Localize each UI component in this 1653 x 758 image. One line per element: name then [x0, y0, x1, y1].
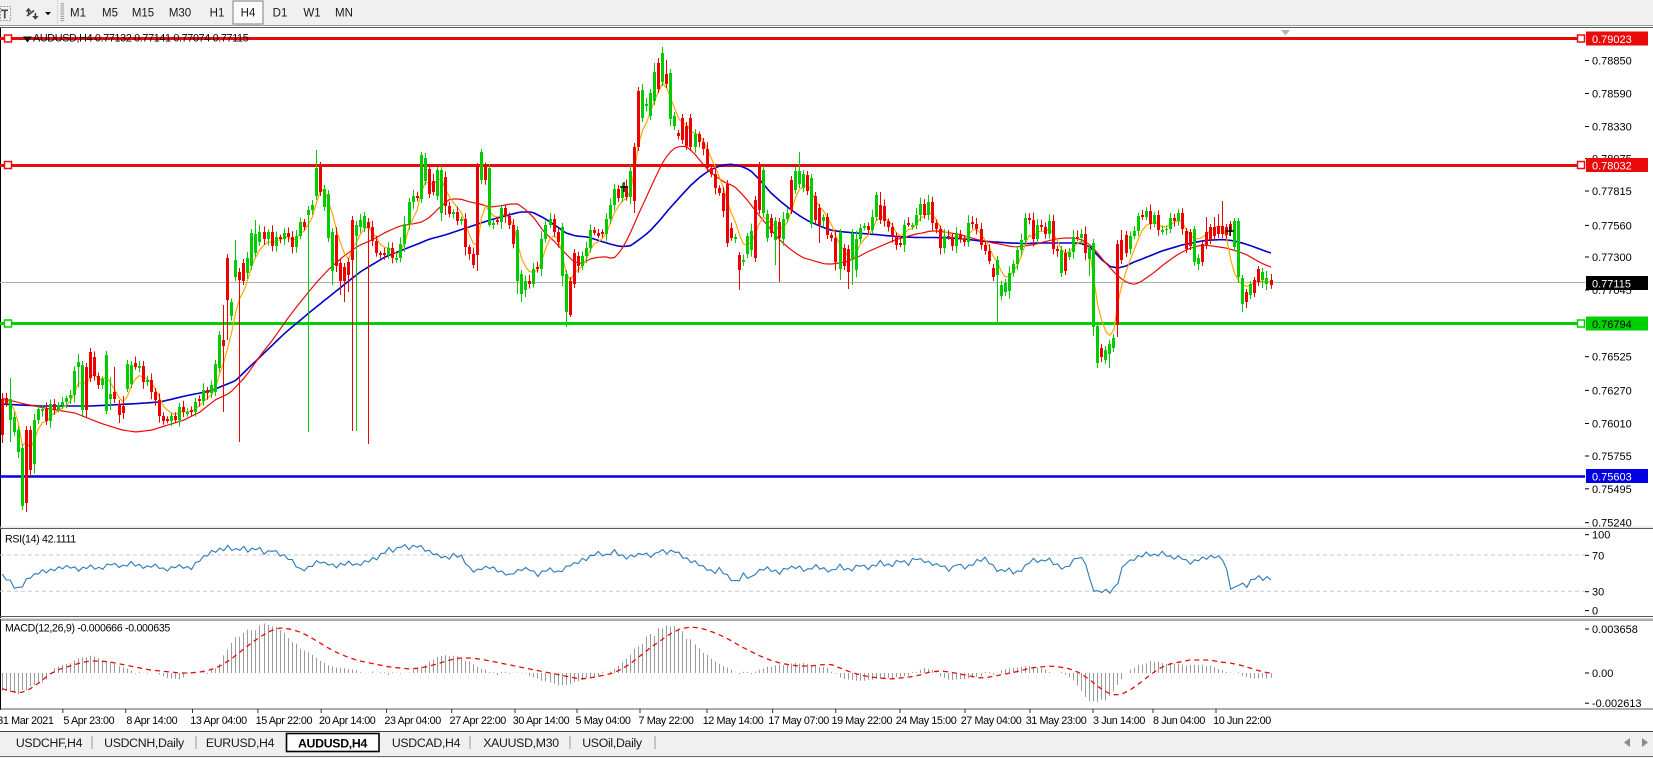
svg-text:0.003658: 0.003658 [1592, 624, 1638, 636]
svg-text:3 Jun 14:00: 3 Jun 14:00 [1093, 715, 1145, 727]
svg-text:12 May 14:00: 12 May 14:00 [703, 715, 764, 727]
svg-text:100: 100 [1592, 530, 1610, 542]
svg-text:0.76010: 0.76010 [1592, 419, 1632, 431]
svg-text:0.78850: 0.78850 [1592, 56, 1632, 68]
svg-text:D1: D1 [273, 8, 288, 20]
svg-text:13 Apr 04:00: 13 Apr 04:00 [190, 715, 247, 727]
svg-text:27 May 04:00: 27 May 04:00 [961, 715, 1022, 727]
svg-text:23 Apr 04:00: 23 Apr 04:00 [384, 715, 441, 727]
svg-text:H4: H4 [241, 8, 256, 20]
svg-text:27 Apr 22:00: 27 Apr 22:00 [449, 715, 506, 727]
svg-text:MN: MN [335, 8, 353, 20]
svg-text:W1: W1 [303, 8, 320, 20]
svg-text:0.76525: 0.76525 [1592, 352, 1632, 364]
svg-text:5 Apr 23:00: 5 Apr 23:00 [63, 715, 114, 727]
svg-text:M30: M30 [169, 8, 191, 20]
svg-text:M1: M1 [70, 8, 86, 20]
svg-text:USOil,Daily: USOil,Daily [582, 736, 643, 750]
svg-text:30: 30 [1592, 587, 1604, 599]
svg-text:31 Mar 2021: 31 Mar 2021 [0, 715, 54, 727]
svg-text:MACD(12,26,9) -0.000666 -0.000: MACD(12,26,9) -0.000666 -0.000635 [5, 623, 170, 635]
svg-text:AUDUSD,H4 0.77132 0.77141 0.7: AUDUSD,H4 0.77132 0.77141 0.77074 0.7711… [33, 33, 249, 45]
svg-text:20 Apr 14:00: 20 Apr 14:00 [319, 715, 376, 727]
svg-text:0.78032: 0.78032 [1592, 161, 1632, 173]
svg-text:0.77560: 0.77560 [1592, 220, 1632, 232]
svg-text:0.75495: 0.75495 [1592, 484, 1632, 496]
svg-text:RSI(14) 42.1111: RSI(14) 42.1111 [5, 534, 76, 546]
svg-text:M5: M5 [102, 8, 118, 20]
svg-text:USDCHF,H4: USDCHF,H4 [16, 736, 83, 750]
svg-text:0.77815: 0.77815 [1592, 186, 1632, 198]
svg-text:30 Apr 14:00: 30 Apr 14:00 [513, 715, 570, 727]
svg-text:-0.002613: -0.002613 [1592, 698, 1642, 710]
svg-text:8 Jun 04:00: 8 Jun 04:00 [1153, 715, 1205, 727]
svg-text:0.77300: 0.77300 [1592, 252, 1632, 264]
svg-text:0.78330: 0.78330 [1592, 122, 1632, 134]
svg-text:0.77115: 0.77115 [1592, 279, 1631, 291]
svg-text:0.78590: 0.78590 [1592, 89, 1632, 101]
svg-text:XAUUSD,M30: XAUUSD,M30 [483, 736, 559, 750]
svg-text:5 May 04:00: 5 May 04:00 [575, 715, 630, 727]
svg-text:8 Apr 14:00: 8 Apr 14:00 [126, 715, 177, 727]
svg-text:17 May 07:00: 17 May 07:00 [768, 715, 829, 727]
svg-text:0.76270: 0.76270 [1592, 385, 1632, 397]
svg-text:0.00: 0.00 [1592, 668, 1613, 680]
svg-text:15 Apr 22:00: 15 Apr 22:00 [256, 715, 313, 727]
svg-text:EURUSD,H4: EURUSD,H4 [206, 736, 275, 750]
svg-text:0.75755: 0.75755 [1592, 451, 1632, 463]
svg-text:USDCAD,H4: USDCAD,H4 [392, 736, 461, 750]
svg-text:24 May 15:00: 24 May 15:00 [896, 715, 957, 727]
svg-text:70: 70 [1592, 550, 1604, 562]
svg-text:M15: M15 [132, 8, 154, 20]
svg-text:10 Jun 22:00: 10 Jun 22:00 [1213, 715, 1271, 727]
svg-text:7 May 22:00: 7 May 22:00 [638, 715, 693, 727]
svg-text:0: 0 [1592, 606, 1598, 618]
svg-text:0.76794: 0.76794 [1592, 319, 1632, 331]
svg-text:31 May 23:00: 31 May 23:00 [1026, 715, 1087, 727]
svg-text:19 May 22:00: 19 May 22:00 [831, 715, 892, 727]
svg-text:0.75603: 0.75603 [1592, 472, 1632, 484]
svg-text:AUDUSD,H4: AUDUSD,H4 [298, 737, 368, 751]
svg-text:0.79023: 0.79023 [1592, 34, 1632, 46]
svg-text:0.75240: 0.75240 [1592, 518, 1632, 530]
svg-text:H1: H1 [210, 8, 225, 20]
svg-text:USDCNH,Daily: USDCNH,Daily [104, 736, 185, 750]
